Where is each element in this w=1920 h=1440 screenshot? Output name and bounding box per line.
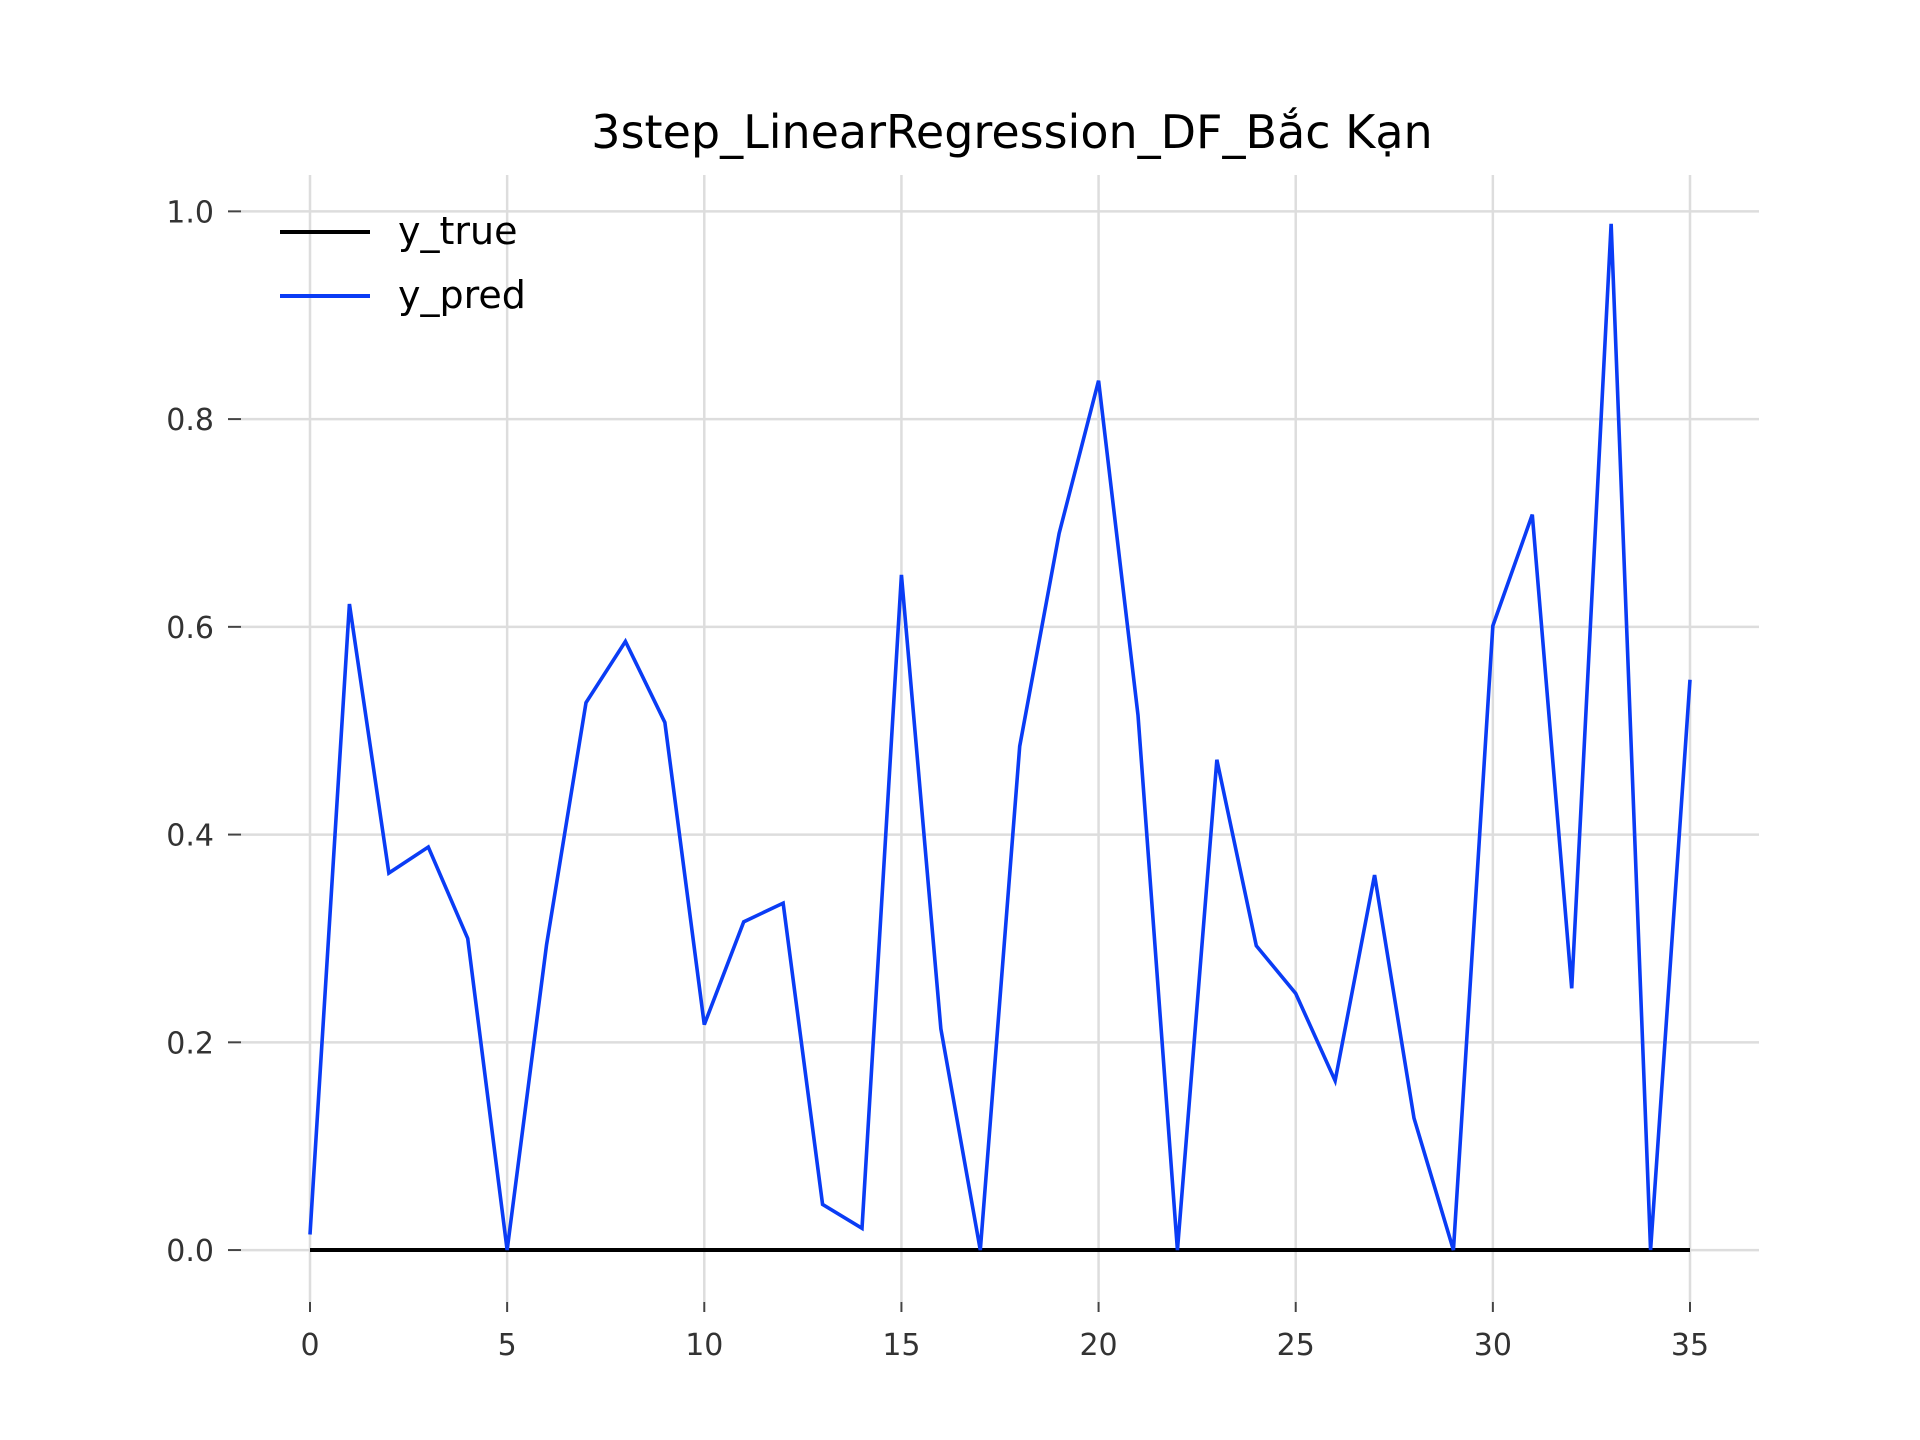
x-tick-label: 20: [1079, 1328, 1117, 1363]
chart-title: 3step_LinearRegression_DF_Bắc Kạn: [591, 105, 1432, 159]
y-tick-label: 1.0: [166, 195, 214, 230]
series-line-y-pred: [308, 223, 1692, 1251]
legend: y_true y_pred: [280, 209, 526, 317]
x-tick-label: 5: [498, 1328, 517, 1363]
y-tick-label: 0.2: [166, 1026, 214, 1061]
series: [308, 223, 1692, 1253]
y-tick-label: 0.0: [166, 1234, 214, 1269]
y-tick-label: 0.8: [166, 403, 214, 438]
x-tick-label: 0: [300, 1328, 319, 1363]
x-tick-label: 35: [1671, 1328, 1709, 1363]
legend-label-y-pred: y_pred: [398, 273, 526, 317]
legend-label-y-true: y_true: [398, 209, 517, 253]
x-tick-label: 30: [1474, 1328, 1512, 1363]
x-tick-label: 10: [685, 1328, 723, 1363]
y-tick-label: 0.6: [166, 611, 214, 646]
x-tick-label: 15: [882, 1328, 920, 1363]
axis-ticks: 0 5 10 15 20 25 30 35 0.0 0.2 0.4 0.6 0.8 1.0: [166, 195, 1709, 1363]
y-tick-label: 0.4: [166, 819, 214, 854]
x-tick-label: 25: [1277, 1328, 1315, 1363]
